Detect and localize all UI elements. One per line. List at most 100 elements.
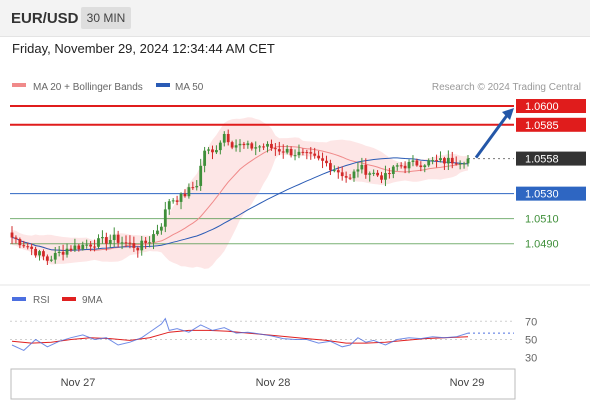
candle-body xyxy=(454,163,458,165)
x-axis-label: Nov 28 xyxy=(256,377,291,389)
candle-body xyxy=(332,170,336,172)
candle-body xyxy=(128,242,132,244)
candle-body xyxy=(364,164,368,175)
candle-body xyxy=(246,143,250,146)
candle-body xyxy=(356,169,360,172)
candle-body xyxy=(22,245,26,247)
candle-body xyxy=(380,175,383,180)
candle-body xyxy=(450,157,454,164)
candle-body xyxy=(65,248,69,255)
level-label: 1.0510 xyxy=(525,214,559,226)
candle-body xyxy=(203,150,207,166)
candle-body xyxy=(254,147,258,149)
candle-body xyxy=(387,173,391,175)
rsi-legend: RSI 9MA xyxy=(12,295,103,306)
candle-body xyxy=(116,234,120,243)
candle-body xyxy=(199,165,203,186)
candle-body xyxy=(93,246,96,248)
candle-body xyxy=(391,166,395,174)
candle-body xyxy=(230,142,234,148)
candle-body xyxy=(313,153,317,156)
candle-body xyxy=(348,177,352,179)
ma9-legend-swatch xyxy=(62,297,76,301)
candle-body xyxy=(171,200,175,202)
candle-body xyxy=(69,248,73,251)
forecast-arrow-line xyxy=(474,113,510,159)
candle-body xyxy=(179,193,183,202)
candles xyxy=(10,129,470,266)
candle-body xyxy=(10,232,14,238)
candle-body xyxy=(301,151,305,153)
candle-body xyxy=(262,146,265,148)
bollinger-band xyxy=(12,117,468,269)
candle-body xyxy=(285,148,289,153)
candle-body xyxy=(14,237,18,240)
candle-body xyxy=(352,171,356,179)
level-label: 1.0490 xyxy=(525,239,559,251)
candle-body xyxy=(124,242,128,244)
candle-body xyxy=(281,151,285,153)
candle-body xyxy=(211,149,214,153)
top-bar: EUR/USD 30 MIN xyxy=(0,0,590,37)
candle-body xyxy=(443,158,446,164)
candle-body xyxy=(305,152,309,154)
interval-badge[interactable]: 30 MIN xyxy=(81,7,131,29)
level-label-box xyxy=(516,99,586,114)
candle-body xyxy=(222,133,226,143)
candle-body xyxy=(226,133,230,143)
copyright-label: Research © 2024 Trading Central xyxy=(432,82,581,93)
x-axis-label: Nov 27 xyxy=(61,377,96,389)
candle-body xyxy=(415,160,419,166)
candle-body xyxy=(53,253,57,260)
candle-body xyxy=(89,244,93,247)
candle-body xyxy=(183,193,187,197)
level-label: 1.0530 xyxy=(525,189,559,201)
forecast-arrow xyxy=(474,108,514,159)
candle-body xyxy=(163,209,167,227)
candle-body xyxy=(77,245,81,250)
candle-body xyxy=(167,201,171,210)
level-label: 1.0585 xyxy=(525,120,559,132)
x-axis: Nov 27 Nov 28 Nov 29 xyxy=(10,368,516,400)
level-label-box xyxy=(516,151,586,166)
datetime-label: Friday, November 29, 2024 12:34:44 AM CE… xyxy=(12,41,275,56)
candle-body xyxy=(266,143,269,147)
candle-body xyxy=(42,251,45,257)
ma50-legend-label: MA 50 xyxy=(175,82,204,93)
candle-body xyxy=(238,143,242,146)
candle-body xyxy=(120,242,124,244)
candle-body xyxy=(49,259,53,261)
candle-body xyxy=(376,172,379,176)
ma20-legend-swatch xyxy=(12,83,26,87)
candle-body xyxy=(399,165,403,167)
candle-body xyxy=(140,240,144,251)
candle-body xyxy=(325,160,328,164)
candle-body xyxy=(321,158,324,161)
candle-body xyxy=(34,248,37,256)
candle-body xyxy=(26,246,30,248)
candle-body xyxy=(258,146,262,148)
candle-body xyxy=(218,142,222,151)
rsi-legend-label: RSI xyxy=(33,295,50,306)
level-label: 1.0558 xyxy=(525,154,559,166)
candle-body xyxy=(152,234,155,243)
candle-body xyxy=(187,187,191,197)
ma20-legend-label: MA 20 + Bollinger Bands xyxy=(33,82,143,93)
candle-body xyxy=(297,151,301,156)
candle-body xyxy=(329,163,332,171)
candle-body xyxy=(73,245,77,251)
candle-body xyxy=(81,244,85,250)
candle-body xyxy=(395,165,399,167)
candle-body xyxy=(148,242,151,244)
candle-body xyxy=(289,148,293,156)
candle-body xyxy=(132,243,136,248)
candle-body xyxy=(234,145,238,148)
ma9-legend-label: 9MA xyxy=(82,295,103,306)
candle-body xyxy=(136,247,140,251)
candle-body xyxy=(435,160,438,162)
candle-body xyxy=(242,143,246,146)
candle-body xyxy=(101,237,104,239)
candle-body xyxy=(293,155,297,157)
candle-body xyxy=(427,160,431,166)
